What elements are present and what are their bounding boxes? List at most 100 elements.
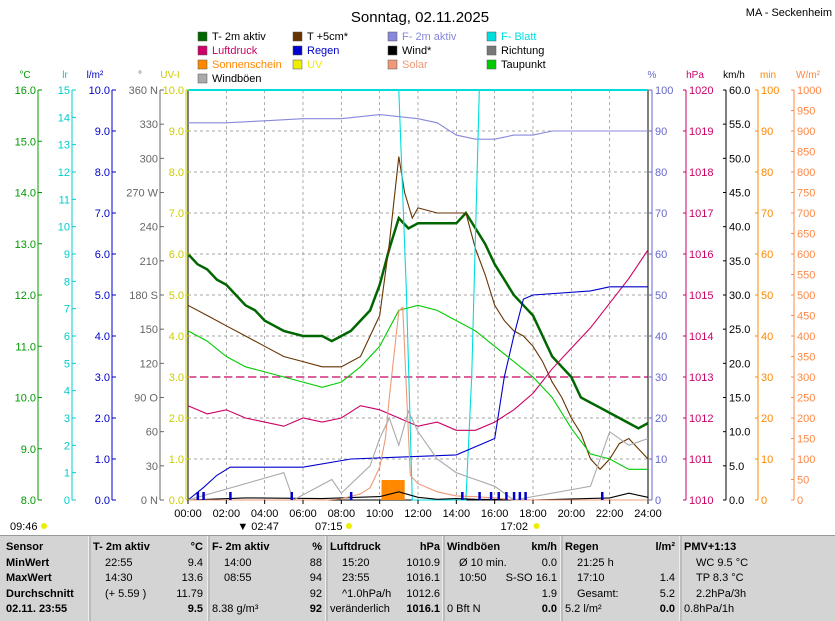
rain-impulse xyxy=(290,492,293,500)
sun-icon xyxy=(41,523,47,529)
table-cell-label: 8.38 g/m³ xyxy=(212,603,259,615)
x-axis-tick-label: 20:00 xyxy=(558,508,586,520)
table-cell-label xyxy=(212,588,224,600)
rain-impulse xyxy=(601,492,604,500)
table-cell-label: veränderlich xyxy=(330,603,390,615)
axis-tick-label-right: 70 xyxy=(761,208,773,220)
legend-label: Solar xyxy=(402,59,428,71)
axis-tick-label-right: 90 xyxy=(761,126,773,138)
axis-tick-label-left: 12.0 xyxy=(15,290,36,302)
axis-tick-label-right: 0.0 xyxy=(729,495,744,507)
axis-tick-label-right: 100 xyxy=(797,454,815,466)
table-cell-value: 94 xyxy=(309,572,322,584)
axis-tick-label-right: 450 xyxy=(797,311,815,323)
axis-tick-label-left: 9.0 xyxy=(21,444,36,456)
table-cell-label: WC 9.5 °C xyxy=(696,556,749,569)
axis-tick-label-left: 7 xyxy=(64,304,70,316)
axis-tick-label-right: 55.0 xyxy=(729,119,750,131)
table-row: 8.38 g/m³ 92 xyxy=(212,602,322,618)
axis-tick-label-right: 150 xyxy=(797,434,815,446)
axis-tick-label-left: 9.0 xyxy=(169,126,184,138)
event-start-time: 09:46 xyxy=(10,521,38,533)
axis-tick-label-left: 3 xyxy=(64,413,70,425)
axis-tick-label-left: 11.0 xyxy=(15,341,36,353)
axis-tick-label-right: 900 xyxy=(797,126,815,138)
table-header-label: Windböen xyxy=(447,541,501,553)
station-name: MA - Seckenheim xyxy=(746,7,832,19)
table-cell-value: 0.0 xyxy=(659,603,675,615)
axis-tick-label-left: 90 O xyxy=(134,393,158,405)
axis-tick-label-right: 600 xyxy=(797,249,815,261)
sunset-time: 17:02 xyxy=(500,521,528,533)
sunset-icon xyxy=(533,523,540,529)
column-separator xyxy=(88,536,91,621)
rain-impulse xyxy=(349,492,353,500)
axis-tick-label-right: 550 xyxy=(797,270,815,282)
axis-tick-label-left: 1.0 xyxy=(169,454,184,466)
legend-swatch xyxy=(292,59,303,70)
x-axis-tick-label: 12:00 xyxy=(404,508,432,520)
table-cell-label: 10:50 xyxy=(459,572,487,584)
column-separator xyxy=(679,536,682,621)
axis-tick-label-left: 14 xyxy=(58,112,70,124)
table-header-unit: °C xyxy=(190,541,203,553)
table-row: 21:25 h xyxy=(565,556,675,572)
plot-area xyxy=(187,89,649,501)
axis-tick-label-right: 200 xyxy=(797,413,815,425)
axis-tick-label-right: 0 xyxy=(761,495,767,507)
axis-tick-label-left: 7.0 xyxy=(95,208,110,220)
sunshine-bar xyxy=(381,480,386,500)
axis-tick-label-left: 360 N xyxy=(129,85,158,97)
table-cell-label: Gesamt: xyxy=(577,587,619,600)
axis-tick-label-right: 1012 xyxy=(689,413,713,425)
axis-tick-label-right: 0 xyxy=(797,495,803,507)
table-column: Sensor MinWert MaxWert Durchschnitt 02.11. 2… xyxy=(6,540,86,620)
axis-tick-label-right: 35.0 xyxy=(729,256,750,268)
legend-label: T- 2m aktiv xyxy=(212,31,266,43)
legend-swatch xyxy=(197,73,208,84)
axis-tick-label-right: 30 xyxy=(655,372,667,384)
axis-tick-label-right: 70 xyxy=(655,208,667,220)
column-separator xyxy=(325,536,328,621)
axis-tick-label-left: 4.0 xyxy=(95,331,110,343)
axis-tick-label-right: 1017 xyxy=(689,208,713,220)
axis-tick-label-right: 45.0 xyxy=(729,188,750,200)
axis-tick-label-right: 1020 xyxy=(689,85,713,97)
axis-tick-label-left: 120 xyxy=(140,358,158,370)
axis-tick-label-right: 1018 xyxy=(689,167,713,179)
table-cell-label: MinWert xyxy=(6,556,50,569)
legend: T- 2m aktiv T +5cm* F- 2m aktiv F- Blatt Luf… xyxy=(197,31,546,85)
column-separator xyxy=(207,536,210,621)
legend-swatch xyxy=(197,45,208,56)
table-row: 14:00 88 xyxy=(212,556,322,572)
axis-tick-label-right: 40.0 xyxy=(729,222,750,234)
table-cell-value: 92 xyxy=(309,587,322,600)
table-cell-label: 0.8hPa/1h xyxy=(684,603,735,615)
table-cell-value: 0.0 xyxy=(541,556,557,569)
axis-tick-label-right: 5.0 xyxy=(729,461,744,473)
legend-label: UV xyxy=(307,59,323,71)
sunshine-bar xyxy=(385,480,390,500)
axis-tick-label-left: 8.0 xyxy=(21,495,36,507)
axis-unit-left: ° xyxy=(138,70,142,81)
table-row: Durchschnitt xyxy=(6,587,86,603)
table-header-unit: km/h xyxy=(531,541,557,553)
table-cell-label: MaxWert xyxy=(6,572,52,584)
table-header-unit: hPa xyxy=(419,541,440,553)
axis-tick-label-right: 10 xyxy=(655,454,667,466)
axis-tick-label-right: 15.0 xyxy=(729,393,750,405)
table-cell-label: 17:10 xyxy=(577,572,605,584)
table-header-unit: % xyxy=(312,541,322,553)
x-axis-tick-label: 16:00 xyxy=(481,508,509,520)
axes: °C16.015.014.013.012.011.010.09.08.0lr15… xyxy=(15,70,822,520)
series-line-wind- xyxy=(187,491,649,501)
axis-tick-label-right: 100 xyxy=(761,85,779,97)
table-cell-value: 13.6 xyxy=(181,572,203,584)
axis-tick-label-right: 250 xyxy=(797,393,815,405)
axis-tick-label-right: 20 xyxy=(655,413,667,425)
legend-swatch xyxy=(292,45,303,56)
axis-tick-label-left: 3.0 xyxy=(95,372,110,384)
sunshine-bar xyxy=(393,480,397,500)
table-row: 23:55 1016.1 xyxy=(330,571,440,587)
legend-swatch xyxy=(292,31,303,42)
